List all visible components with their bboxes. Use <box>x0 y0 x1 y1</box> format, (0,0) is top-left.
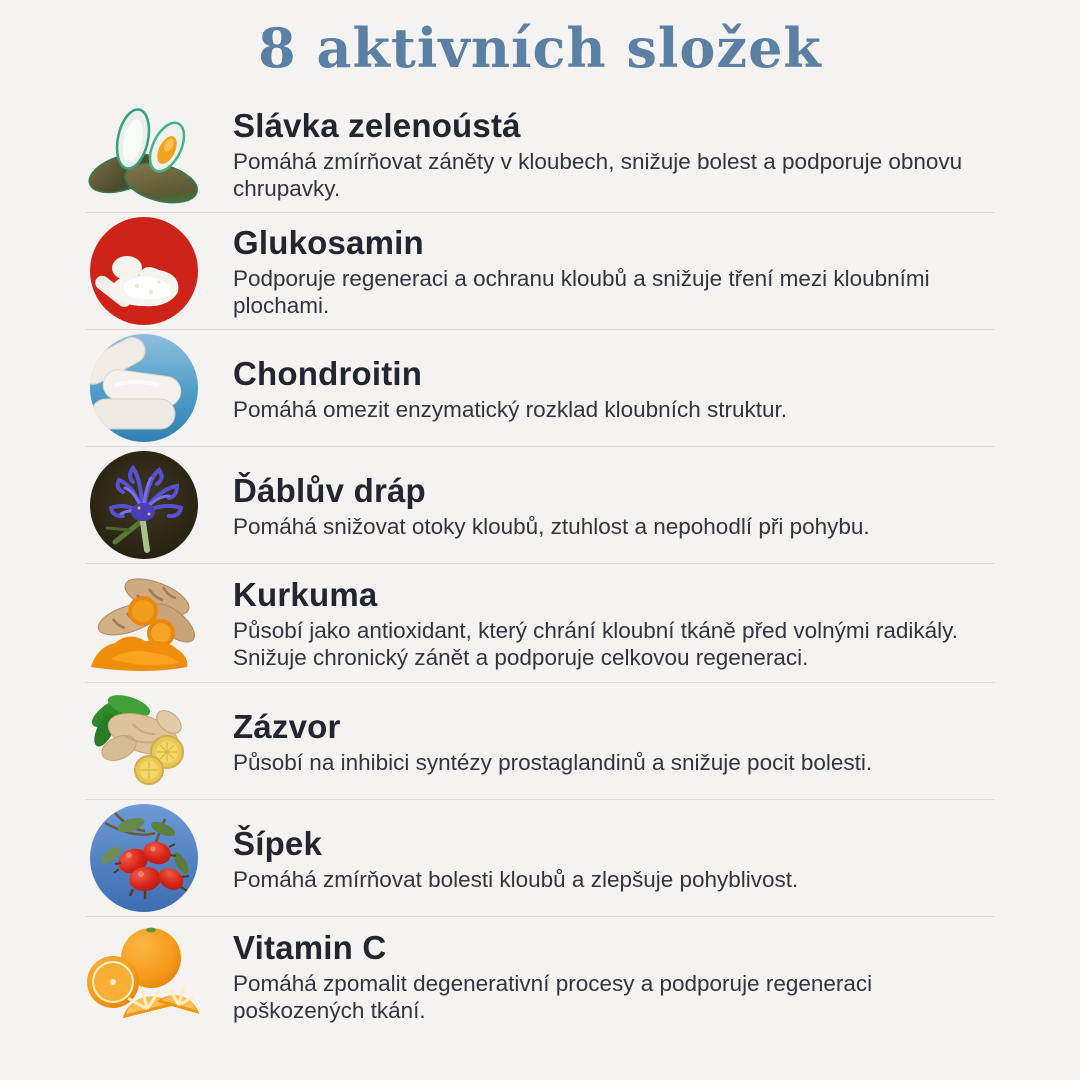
ingredient-text: Vitamin C Pomáhá zpomalit degenerativní … <box>233 927 995 1026</box>
ingredient-text: Glukosamin Podporuje regeneraci a ochran… <box>233 222 995 321</box>
ingredient-row-sipek: Šípek Pomáhá zmírňovat bolesti kloubů a … <box>85 799 995 916</box>
ingredient-row-vitamin-c: Vitamin C Pomáhá zpomalit degenerativní … <box>85 916 995 1035</box>
ingredient-name: Vitamin C <box>233 928 387 966</box>
ingredient-text: Šípek Pomáhá zmírňovat bolesti kloubů a … <box>233 823 995 894</box>
page-title: 8 aktivních složek <box>258 16 822 80</box>
capsules-image <box>85 333 233 443</box>
ingredient-row-kurkuma: Kurkuma Působí jako antioxidant, který c… <box>85 563 995 682</box>
ingredient-name: Zázvor <box>233 707 341 745</box>
ingredient-name: Ďáblův dráp <box>233 471 426 509</box>
ingredient-row-chondroitin: Chondroitin Pomáhá omezit enzymatický ro… <box>85 329 995 446</box>
ingredient-text: Kurkuma Působí jako antioxidant, který c… <box>233 574 995 673</box>
ingredient-description: Podporuje regeneraci a ochranu kloubů a … <box>233 265 930 319</box>
green-lipped-mussels-image <box>85 99 233 209</box>
ingredient-description: Pomáhá zmírňovat bolesti kloubů a zlepšu… <box>233 866 799 892</box>
ingredient-row-dabluv-drap: Ďáblův dráp Pomáhá snižovat otoky kloubů… <box>85 446 995 563</box>
ginger-image <box>85 686 233 796</box>
turmeric-image <box>85 567 233 679</box>
mussels-icon <box>88 108 198 204</box>
glucosamine-powder-image <box>85 216 233 326</box>
ingredient-name: Glukosamin <box>233 223 424 261</box>
ingredient-list: Slávka zelenoústá Pomáhá zmírňovat zánět… <box>85 96 995 1035</box>
ingredient-name: Chondroitin <box>233 354 423 392</box>
ingredient-description: Působí jako antioxidant, který chrání kl… <box>233 617 958 671</box>
ingredient-row-glukosamin: Glukosamin Podporuje regeneraci a ochran… <box>85 212 995 329</box>
rosehip-image <box>85 803 233 913</box>
ingredient-description: Působí na inhibici syntézy prostaglandin… <box>233 749 873 775</box>
ingredient-description: Pomáhá snižovat otoky kloubů, ztuhlost a… <box>233 513 870 539</box>
ingredient-name: Slávka zelenoústá <box>233 106 521 144</box>
ingredient-description: Pomáhá zmírňovat záněty v kloubech, sniž… <box>233 148 963 202</box>
devils-claw-flower-image <box>85 450 233 560</box>
ingredient-row-zazvor: Zázvor Působí na inhibici syntézy prosta… <box>85 682 995 799</box>
ingredient-text: Ďáblův dráp Pomáhá snižovat otoky kloubů… <box>233 470 995 541</box>
powder-scoop-icon <box>90 217 198 325</box>
ingredient-description: Pomáhá zpomalit degenerativní procesy a … <box>233 970 873 1024</box>
ingredient-description: Pomáhá omezit enzymatický rozklad kloubn… <box>233 396 787 422</box>
purple-flower-icon <box>90 451 198 559</box>
ginger-icon <box>91 695 184 785</box>
oranges-image <box>85 920 233 1032</box>
ingredient-text: Chondroitin Pomáhá omezit enzymatický ro… <box>233 353 995 424</box>
capsules-icon <box>90 334 198 442</box>
rosehip-icon <box>90 804 198 912</box>
turmeric-icon <box>91 578 195 671</box>
ingredient-name: Kurkuma <box>233 575 378 613</box>
ingredient-text: Slávka zelenoústá Pomáhá zmírňovat zánět… <box>233 105 995 204</box>
ingredient-row-slavka: Slávka zelenoústá Pomáhá zmírňovat zánět… <box>85 96 995 212</box>
ingredient-text: Zázvor Působí na inhibici syntézy prosta… <box>233 706 995 777</box>
ingredient-name: Šípek <box>233 824 323 862</box>
orange-icon <box>87 927 200 1019</box>
